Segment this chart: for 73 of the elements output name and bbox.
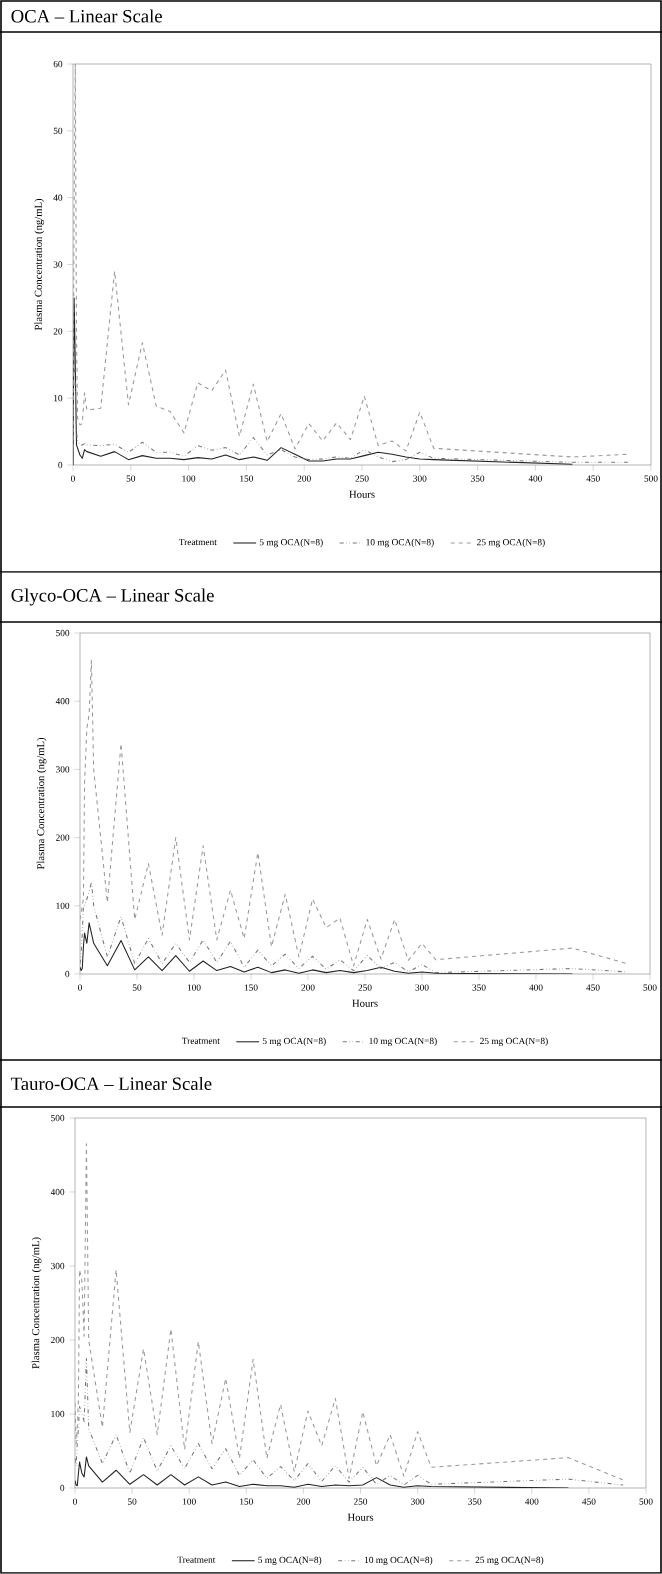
- x-tick-label: 200: [297, 475, 311, 482]
- y-tick-label: 40: [53, 194, 63, 201]
- y-tick-label: 500: [56, 629, 70, 637]
- legend-label: 10 mg OCA(N=8): [364, 1556, 433, 1565]
- legend-label: 5 mg OCA(N=8): [259, 538, 323, 548]
- x-tick-label: 50: [127, 1498, 137, 1505]
- legend-title: Treatment: [178, 538, 217, 546]
- legend-label: 5 mg OCA(N=8): [258, 1556, 322, 1565]
- x-tick-label: 50: [132, 984, 142, 991]
- legend-label: 25 mg OCA(N=8): [477, 538, 545, 548]
- legend-title: Treatment: [181, 1037, 220, 1044]
- chart-title: OCA – Linear Scale: [11, 9, 162, 23]
- x-tick-label: 450: [586, 475, 600, 482]
- y-axis-title: Plasma Concentration (ng/mL): [34, 198, 45, 331]
- legend-label: 25 mg OCA(N=8): [480, 1037, 548, 1047]
- y-tick-label: 300: [56, 766, 70, 773]
- y-tick-label: 500: [51, 1114, 65, 1122]
- x-axis-title: Hours: [352, 999, 378, 1007]
- legend-label: 5 mg OCA(N=8): [262, 1037, 326, 1047]
- x-tick-label: 150: [240, 475, 254, 482]
- y-axis-title: Plasma Concentration (ng/mL): [36, 737, 47, 870]
- x-tick-label: 300: [415, 984, 429, 991]
- y-tick-label: 20: [53, 328, 63, 335]
- x-tick-label: 500: [643, 984, 657, 991]
- x-tick-label: 250: [353, 1498, 368, 1505]
- x-tick-label: 350: [468, 1498, 482, 1505]
- y-tick-label: 0: [65, 970, 70, 978]
- y-tick-label: 300: [51, 1262, 65, 1270]
- x-tick-label: 0: [73, 1498, 77, 1505]
- x-axis-title: Hours: [347, 1513, 374, 1521]
- y-tick-label: 0: [58, 461, 63, 469]
- y-tick-label: 400: [55, 698, 70, 705]
- x-tick-label: 400: [528, 475, 543, 482]
- y-tick-label: 100: [51, 1410, 65, 1418]
- x-tick-label: 0: [78, 984, 82, 991]
- x-tick-label: 400: [529, 984, 543, 991]
- y-tick-label: 0: [60, 1484, 65, 1492]
- x-tick-label: 350: [472, 984, 486, 991]
- x-tick-label: 150: [244, 984, 258, 991]
- y-axis-title: Plasma Concentration (ng/mL): [31, 1237, 42, 1369]
- legend-label: 10 mg OCA(N=8): [366, 538, 434, 548]
- x-tick-label: 350: [471, 475, 485, 482]
- legend-title: Treatment: [177, 1556, 216, 1563]
- x-axis-title: Hours: [349, 490, 375, 498]
- x-tick-label: 50: [126, 475, 136, 482]
- x-tick-label: 500: [644, 475, 658, 482]
- x-tick-label: 450: [586, 984, 600, 991]
- x-tick-label: 450: [582, 1498, 596, 1505]
- legend-label: 10 mg OCA(N=8): [369, 1037, 437, 1047]
- y-tick-label: 60: [53, 60, 63, 68]
- x-tick-label: 150: [240, 1498, 253, 1505]
- y-tick-label: 50: [53, 127, 63, 134]
- y-tick-label: 10: [54, 395, 63, 402]
- x-tick-label: 0: [71, 475, 75, 482]
- y-tick-label: 200: [51, 1336, 65, 1344]
- x-tick-label: 100: [183, 1498, 196, 1505]
- y-tick-label: 100: [56, 902, 70, 909]
- x-tick-label: 100: [182, 475, 196, 482]
- y-tick-label: 30: [53, 261, 63, 268]
- chart-title: Glyco-OCA – Linear Scale: [11, 588, 214, 606]
- y-tick-label: 400: [50, 1188, 65, 1196]
- x-tick-label: 250: [358, 984, 372, 991]
- x-tick-label: 250: [355, 475, 369, 482]
- x-tick-label: 300: [413, 475, 427, 482]
- x-tick-label: 400: [524, 1498, 539, 1505]
- x-tick-label: 500: [639, 1498, 653, 1505]
- legend-label: 25 mg OCA(N=8): [475, 1556, 544, 1565]
- x-tick-label: 100: [187, 984, 201, 991]
- x-tick-label: 200: [296, 1498, 311, 1505]
- y-tick-label: 200: [56, 834, 70, 841]
- x-tick-label: 200: [301, 984, 315, 991]
- x-tick-label: 300: [411, 1498, 425, 1505]
- chart-title: Tauro-OCA – Linear Scale: [11, 1076, 212, 1091]
